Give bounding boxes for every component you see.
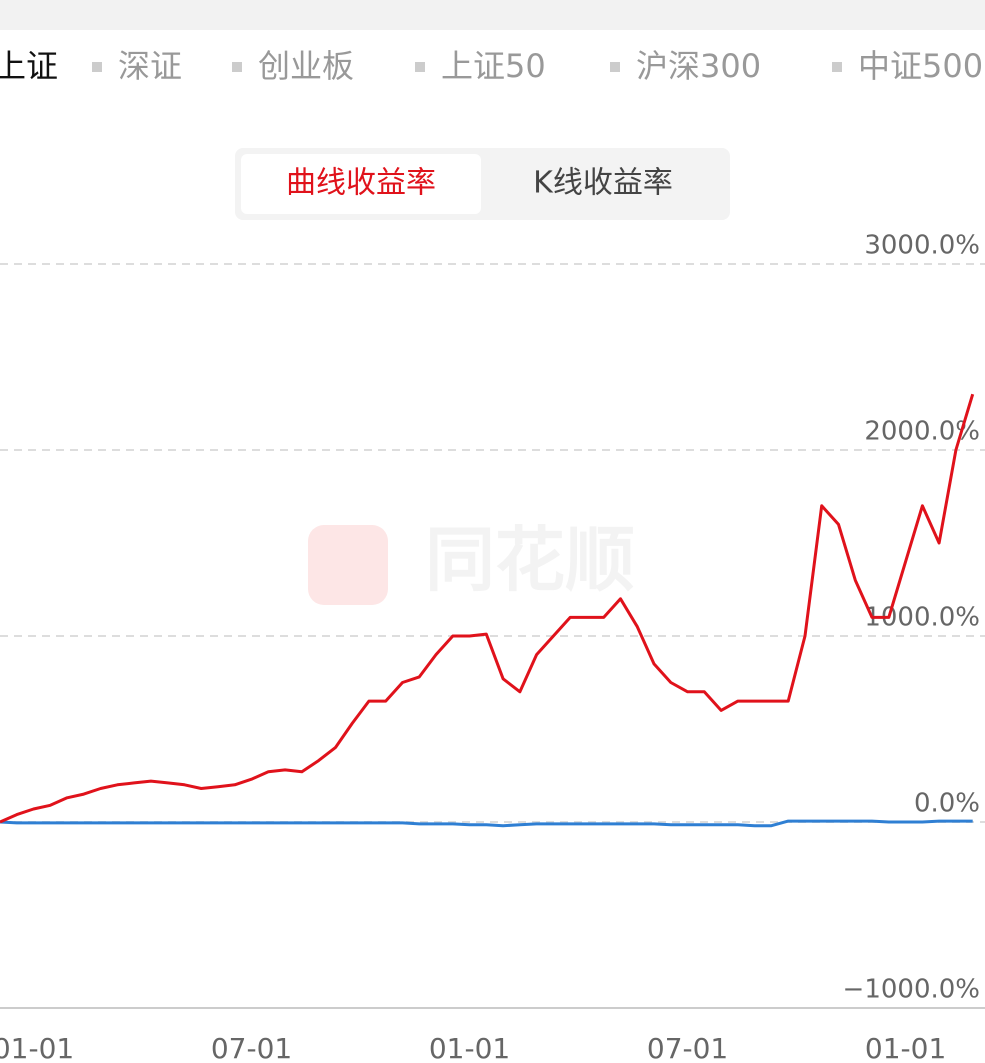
x-tick-label: 01-01 [0,1032,74,1059]
tab-bar: 上证 深证 创业板 上证50 沪深300 中证500 [0,47,983,85]
y-tick-label: 3000.0% [864,231,980,261]
x-tick-label: 01-01 [865,1032,946,1059]
tab[interactable]: 沪深300 [636,47,761,85]
watermark-logo [308,525,388,605]
x-tick-label: 07-01 [211,1032,292,1059]
tab-bullet [832,62,842,72]
top-strip [0,0,985,30]
tab-bullet [92,62,102,72]
y-tick-label: −1000.0% [843,975,980,1005]
tab-bullet [232,62,242,72]
tab[interactable]: 创业板 [258,47,354,85]
tab-bullet [610,62,620,72]
tab[interactable]: 上证50 [441,47,546,85]
line-series [0,393,975,824]
x-tick-label: 01-01 [429,1032,510,1059]
toggle-option[interactable]: 曲线收益率 [286,166,436,201]
tab[interactable]: 中证500 [858,47,983,85]
tab-bullet [415,62,425,72]
y-tick-label: 0.0% [914,789,980,819]
toggle-active [241,154,481,214]
tab[interactable]: 上证 [0,47,58,85]
x-tick-label: 07-01 [647,1032,728,1059]
toggle-option[interactable]: K线收益率 [533,166,673,201]
plot: −1000.0%0.0%1000.0%2000.0%3000.0%01-01 07… [0,231,985,1063]
tab[interactable]: 深证 [118,47,182,85]
line-series [0,819,973,828]
watermark: 同花顺 [425,519,635,601]
